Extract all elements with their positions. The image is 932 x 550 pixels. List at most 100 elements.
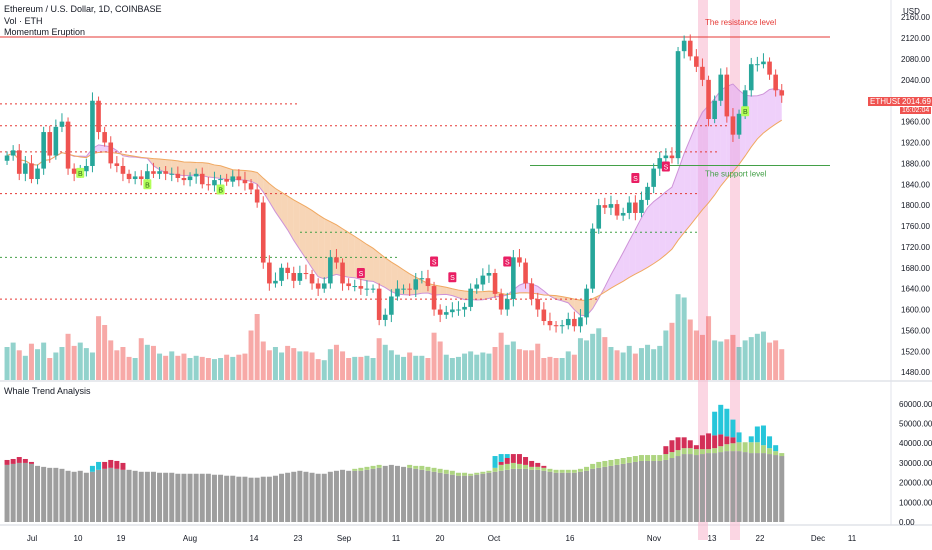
candle-body xyxy=(96,100,101,133)
time-axis-tick: 22 xyxy=(756,534,765,543)
volume-bar xyxy=(242,353,248,380)
whale-base-bar xyxy=(516,468,522,522)
ma-cloud-segment xyxy=(537,286,544,296)
candle-body xyxy=(71,168,77,174)
sell-signal-marker xyxy=(430,256,439,267)
whale-red-bar xyxy=(706,433,712,450)
volume-bar xyxy=(718,341,724,380)
whale-base-bar xyxy=(626,462,632,522)
buy-signal-marker xyxy=(143,179,152,190)
whale-base-bar xyxy=(279,473,285,522)
volume-bar xyxy=(41,342,47,380)
whale-base-bar xyxy=(687,454,693,522)
whale-base-bar xyxy=(47,467,53,522)
candle-body xyxy=(584,288,589,318)
whale-base-bar xyxy=(480,473,486,522)
candle-body xyxy=(407,288,412,290)
whale-green-bar xyxy=(645,455,651,461)
whale-base-bar xyxy=(285,472,291,522)
whale-base-bar xyxy=(96,469,102,522)
candle-body xyxy=(267,262,272,284)
whale-green-bar xyxy=(425,466,431,471)
chart-title: Ethereum / U.S. Dollar, 1D, COINBASE xyxy=(4,4,162,14)
whale-base-bar xyxy=(431,471,437,522)
candle-body xyxy=(303,272,309,275)
candle-body xyxy=(468,288,473,307)
whale-base-bar xyxy=(675,456,681,522)
ma-cloud-segment xyxy=(251,171,258,185)
volume-bar xyxy=(730,334,736,380)
candle-body xyxy=(4,155,10,161)
volume-bar xyxy=(10,342,16,380)
whale-cyan-bar xyxy=(498,454,504,462)
whale-base-bar xyxy=(248,477,254,522)
volume-bar xyxy=(327,349,333,380)
whale-base-bar xyxy=(462,475,468,522)
candle-body xyxy=(114,163,120,166)
volume-bar xyxy=(632,353,638,380)
volume-bar xyxy=(59,347,65,380)
candle-body xyxy=(425,278,431,287)
whale-green-bar xyxy=(571,469,577,473)
volume-bar xyxy=(614,350,620,380)
whale-base-bar xyxy=(175,473,181,522)
ma-cloud-segment xyxy=(299,203,306,259)
whale-base-bar xyxy=(163,472,169,522)
whale-base-bar xyxy=(4,464,10,522)
whale-base-bar xyxy=(218,474,224,522)
volume-bar xyxy=(419,355,425,380)
whale-red-bar xyxy=(516,454,522,464)
whale-red-bar xyxy=(724,436,730,445)
whale-base-bar xyxy=(370,468,376,522)
price-axis-tick: 1960.00 xyxy=(901,118,930,127)
highlight-column-0 xyxy=(698,0,708,540)
whale-cyan-bar xyxy=(736,432,742,443)
ma-cloud-segment xyxy=(678,153,685,241)
ma-cloud-segment xyxy=(452,288,459,298)
price-axis-tick: 1640.00 xyxy=(901,285,930,294)
buy-signal-marker xyxy=(76,167,85,178)
volume-bar xyxy=(248,330,254,380)
volume-bar xyxy=(748,337,754,380)
whale-base-bar xyxy=(529,469,535,522)
whale-red-bar xyxy=(102,461,108,469)
candle-body xyxy=(193,173,199,177)
volume-bar xyxy=(224,354,230,380)
whale-base-bar xyxy=(571,472,577,522)
whale-base-bar xyxy=(333,470,339,522)
whale-base-bar xyxy=(224,475,230,522)
candle-body xyxy=(273,280,278,284)
candle-body xyxy=(694,56,699,67)
whale-base-bar xyxy=(492,471,498,522)
candle-body xyxy=(291,272,297,281)
ma-slow-line xyxy=(6,119,783,301)
whale-red-bar xyxy=(120,462,126,470)
candle-body xyxy=(565,318,571,326)
whale-base-bar xyxy=(706,453,712,522)
symbol-badge: ETHUSD xyxy=(868,97,905,106)
whale-base-bar xyxy=(181,473,187,522)
candle-body xyxy=(224,179,229,182)
ma-cloud-segment xyxy=(318,214,325,279)
whale-base-bar xyxy=(16,462,22,522)
ma-cloud-segment xyxy=(171,160,178,176)
whale-base-bar xyxy=(523,468,529,522)
whale-green-bar xyxy=(626,457,632,463)
last-price: 2014.69 xyxy=(900,97,932,106)
whale-base-bar xyxy=(321,473,327,522)
whale-cyan-bar xyxy=(754,426,760,443)
volume-bar xyxy=(474,354,480,380)
candle-body xyxy=(364,288,370,290)
whale-base-bar xyxy=(71,471,77,522)
ma-cloud-segment xyxy=(641,207,648,271)
volume-bar xyxy=(272,347,278,380)
candle-body xyxy=(242,180,248,184)
whale-green-bar xyxy=(663,454,669,460)
time-axis-tick: Aug xyxy=(183,534,197,543)
whale-base-bar xyxy=(376,467,382,522)
whale-axis-tick: 30000.00 xyxy=(899,459,932,468)
whale-base-bar xyxy=(169,472,175,522)
whale-green-bar xyxy=(364,466,370,470)
candle-body xyxy=(657,158,663,169)
